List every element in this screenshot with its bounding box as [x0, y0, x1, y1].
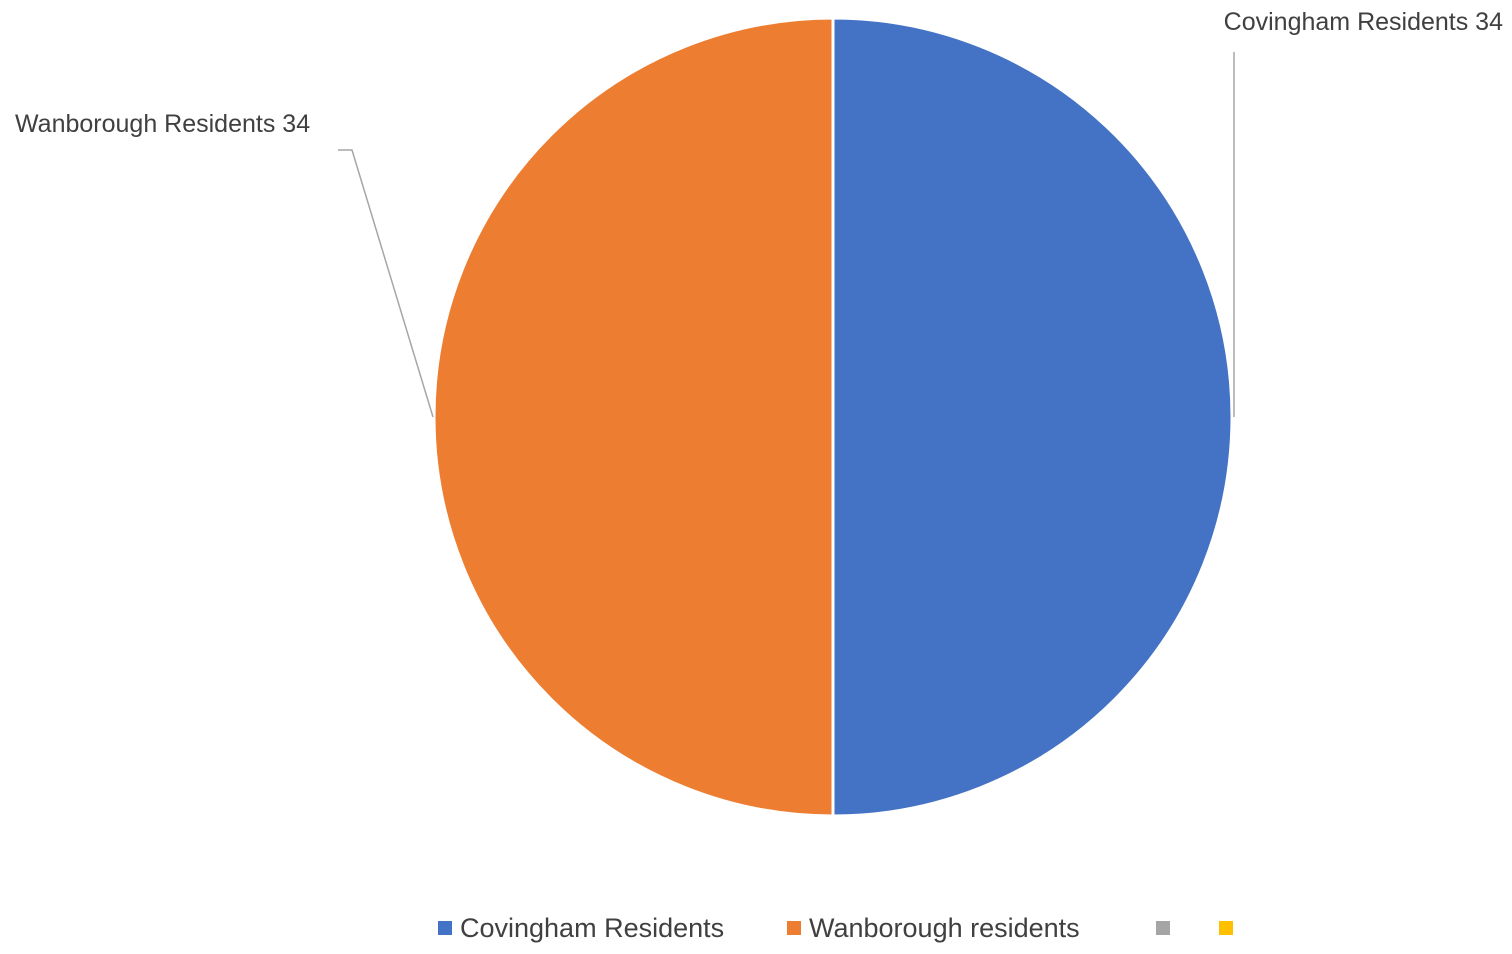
leader-lines — [338, 52, 1235, 418]
legend-label-covingham: Covingham Residents — [460, 913, 724, 943]
data-labels: Covingham Residents 34 Wanborough Reside… — [15, 8, 1503, 138]
legend-entry-wanborough: Wanborough residents — [787, 913, 1080, 943]
legend-entry-covingham: Covingham Residents — [438, 913, 724, 943]
legend-swatch-3 — [1156, 921, 1170, 935]
legend-swatch-4 — [1219, 921, 1233, 935]
legend-swatch-wanborough — [787, 921, 801, 935]
legend-entry-4 — [1219, 921, 1233, 935]
pie-slice-wanborough — [432, 16, 835, 818]
leader-line-wanborough — [338, 149, 434, 418]
legend-swatch-covingham — [438, 921, 452, 935]
data-label-wanborough: Wanborough Residents 34 — [15, 110, 310, 138]
legend-label-wanborough: Wanborough residents — [809, 913, 1080, 943]
legend-entry-3 — [1156, 921, 1170, 935]
data-label-covingham: Covingham Residents 34 — [1224, 8, 1503, 36]
pie-slice-covingham — [831, 16, 1234, 818]
pie-slices — [432, 16, 1234, 818]
legend: Covingham Residents Wanborough residents — [438, 913, 1233, 943]
